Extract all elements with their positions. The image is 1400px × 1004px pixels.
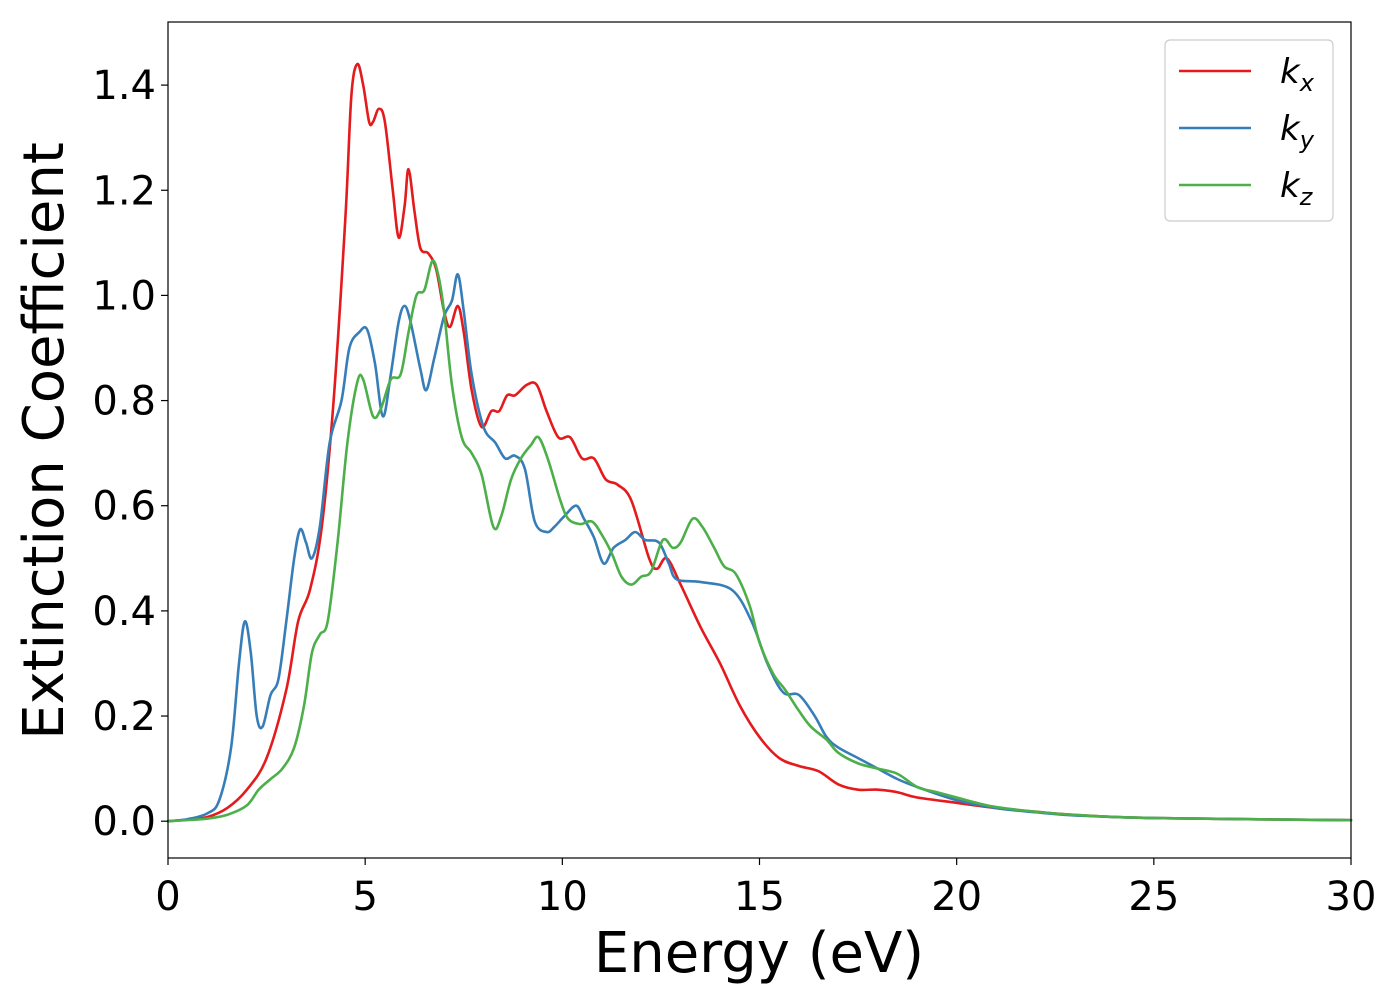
x-tick-label: 30	[1326, 874, 1377, 920]
x-tick-label: 25	[1128, 874, 1179, 920]
y-tick-label: 0.6	[92, 484, 156, 530]
legend-label-k-z: kz	[1280, 166, 1314, 211]
x-tick-label: 0	[155, 874, 180, 920]
x-axis-ticks: 0 5 10 15 20 25 30	[155, 858, 1376, 920]
y-tick-label: 1.2	[92, 168, 156, 214]
x-tick-label: 10	[537, 874, 588, 920]
legend-box	[1164, 39, 1334, 222]
y-tick-label: 0.4	[92, 589, 156, 635]
y-tick-label: 1.0	[92, 273, 156, 319]
series-line-k-z	[166, 259, 1353, 823]
x-tick-label: 5	[352, 874, 377, 920]
legend: kx ky kz	[1164, 39, 1334, 222]
y-tick-label: 1.4	[92, 63, 156, 109]
y-tick-label: 0.8	[92, 379, 156, 425]
series-line-k-y	[166, 273, 1353, 823]
series-line-k-x	[166, 62, 1353, 823]
y-tick-label: 0.0	[92, 799, 156, 845]
legend-label-k-y: ky	[1280, 109, 1315, 154]
plot-area	[166, 21, 1353, 859]
y-axis-label: Extinction Coefficient	[12, 142, 77, 740]
legend-label-k-x: kx	[1280, 52, 1315, 97]
y-tick-label: 0.2	[92, 694, 156, 740]
x-axis-label: Energy (eV)	[594, 921, 924, 986]
plot-background	[168, 22, 1351, 858]
x-tick-label: 15	[734, 874, 785, 920]
x-tick-label: 20	[931, 874, 982, 920]
y-axis-ticks: 0.0 0.2 0.4 0.6 0.8 1.0 1.2 1.4	[92, 63, 168, 845]
